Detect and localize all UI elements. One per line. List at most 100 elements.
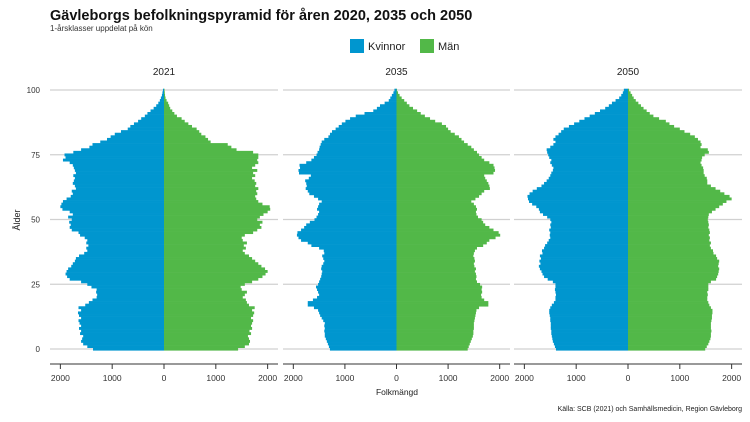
bar-kvinnor-age-69 <box>298 168 397 172</box>
bar-kvinnor-age-3 <box>552 339 628 343</box>
bar-man-age-92 <box>164 109 173 113</box>
bar-kvinnor-age-24 <box>91 285 164 289</box>
bar-kvinnor-age-18 <box>307 301 397 304</box>
bar-kvinnor-age-74 <box>313 156 397 159</box>
bar-kvinnor-age-45 <box>297 231 397 235</box>
bar-kvinnor-age-89 <box>584 117 628 121</box>
bar-man-age-12 <box>628 316 712 320</box>
bar-man-age-16 <box>164 306 255 310</box>
bar-man-age-1 <box>628 345 707 349</box>
bar-kvinnor-age-60 <box>309 192 397 196</box>
bar-kvinnor-age-74 <box>65 156 164 159</box>
bar-man-age-59 <box>396 194 480 198</box>
bar-kvinnor-age-21 <box>97 293 164 297</box>
bar-kvinnor-age-48 <box>70 223 164 227</box>
bar-man-age-14 <box>628 311 713 315</box>
bar-man-age-86 <box>164 124 192 128</box>
bar-man-age-65 <box>164 179 255 183</box>
bar-man-age-66 <box>628 176 707 180</box>
bar-kvinnor-age-16 <box>550 306 628 310</box>
bar-man-age-22 <box>396 290 483 294</box>
bar-man-age-33 <box>628 262 719 266</box>
bar-man-age-40 <box>628 244 710 247</box>
bar-kvinnor-age-17 <box>85 303 164 307</box>
bar-kvinnor-age-92 <box>600 109 628 113</box>
bar-man-age-78 <box>396 145 472 149</box>
bar-man-age-25 <box>396 282 481 286</box>
bar-kvinnor-age-59 <box>313 194 397 198</box>
bar-man-age-50 <box>164 218 258 222</box>
bar-kvinnor-age-89 <box>350 117 397 121</box>
bar-kvinnor-age-84 <box>332 130 397 134</box>
bar-man-age-91 <box>396 112 421 115</box>
x-tick-label: 1000 <box>335 373 354 383</box>
bar-kvinnor-age-25 <box>318 282 397 286</box>
bar-kvinnor-age-80 <box>321 140 397 144</box>
y-tick-label: 0 <box>36 345 41 354</box>
bar-man-age-21 <box>164 293 245 297</box>
bar-man-age-100 <box>164 88 165 92</box>
legend-swatch-man <box>420 39 434 53</box>
bar-kvinnor-age-3 <box>326 339 397 343</box>
bar-man-age-66 <box>396 176 486 180</box>
bar-man-age-39 <box>396 246 477 250</box>
bar-kvinnor-age-11 <box>78 319 164 323</box>
bar-man-age-81 <box>396 137 462 141</box>
bar-kvinnor-age-61 <box>532 189 628 193</box>
y-tick-label: 100 <box>27 86 41 95</box>
bar-kvinnor-age-28 <box>67 275 164 279</box>
bar-kvinnor-age-80 <box>100 140 164 144</box>
bar-man-age-100 <box>396 88 398 92</box>
bar-man-age-76 <box>164 150 254 154</box>
bar-kvinnor-age-8 <box>550 326 628 330</box>
bar-kvinnor-age-91 <box>364 112 397 115</box>
bar-kvinnor-age-44 <box>549 233 628 237</box>
bar-kvinnor-age-51 <box>68 215 164 219</box>
bar-man-age-84 <box>164 130 200 134</box>
bar-kvinnor-age-18 <box>88 301 164 304</box>
bar-kvinnor-age-88 <box>138 119 164 123</box>
bar-kvinnor-age-75 <box>64 153 164 157</box>
bar-kvinnor-age-4 <box>82 337 164 341</box>
bar-man-age-4 <box>628 337 711 341</box>
bar-man-age-12 <box>164 316 252 320</box>
bar-kvinnor-age-6 <box>80 332 164 336</box>
bar-man-age-72 <box>164 161 259 165</box>
bar-kvinnor-age-87 <box>133 122 164 126</box>
bar-man-age-35 <box>164 257 253 260</box>
bar-man-age-80 <box>396 140 465 144</box>
panel-2021: 0 25 50 75 100 2021 2000 1000 0 1000 2000 <box>27 67 278 383</box>
bar-man-age-5 <box>628 334 711 338</box>
bar-man-age-82 <box>628 135 695 139</box>
bar-man-age-82 <box>396 135 459 139</box>
bar-man-age-53 <box>164 210 268 214</box>
bar-kvinnor-age-78 <box>319 145 397 149</box>
bar-man-age-0 <box>628 347 706 351</box>
bar-man-age-38 <box>396 249 475 253</box>
bar-man-age-34 <box>164 259 256 263</box>
bar-kvinnor-age-2 <box>553 342 628 346</box>
bar-man-age-31 <box>396 267 476 271</box>
bar-kvinnor-age-54 <box>62 207 164 211</box>
bar-kvinnor-age-89 <box>141 117 164 121</box>
bar-man-age-55 <box>164 205 270 209</box>
bar-man-age-96 <box>396 99 405 102</box>
bar-man-age-23 <box>396 288 482 292</box>
bar-man-age-3 <box>164 339 251 343</box>
bar-kvinnor-age-90 <box>144 114 164 118</box>
chart-subtitle: 1-årsklasser uppdelat på kön <box>50 24 153 33</box>
bar-kvinnor-age-16 <box>78 306 164 310</box>
bar-kvinnor-age-20 <box>317 295 397 299</box>
bar-man-age-26 <box>396 280 477 284</box>
bar-man-age-22 <box>628 290 708 294</box>
bar-man-age-45 <box>164 231 254 235</box>
legend-label-kvinnor: Kvinnor <box>368 41 406 53</box>
bar-man-age-25 <box>164 282 245 286</box>
bar-man-age-39 <box>628 246 711 250</box>
bar-man-age-74 <box>396 156 482 159</box>
bar-man-age-36 <box>396 254 474 258</box>
bar-man-age-93 <box>164 106 171 110</box>
bar-kvinnor-age-98 <box>161 93 164 97</box>
bar-man-age-60 <box>164 192 258 196</box>
bar-kvinnor-age-28 <box>544 275 628 279</box>
